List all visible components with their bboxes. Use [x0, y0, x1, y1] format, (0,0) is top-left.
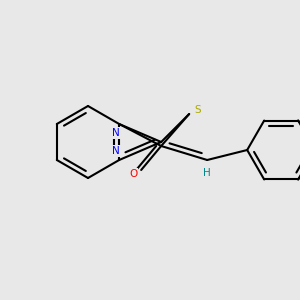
Text: N: N: [112, 128, 120, 138]
Text: S: S: [195, 105, 202, 115]
Text: O: O: [129, 169, 137, 179]
Text: H: H: [203, 168, 211, 178]
Text: N: N: [112, 146, 120, 156]
